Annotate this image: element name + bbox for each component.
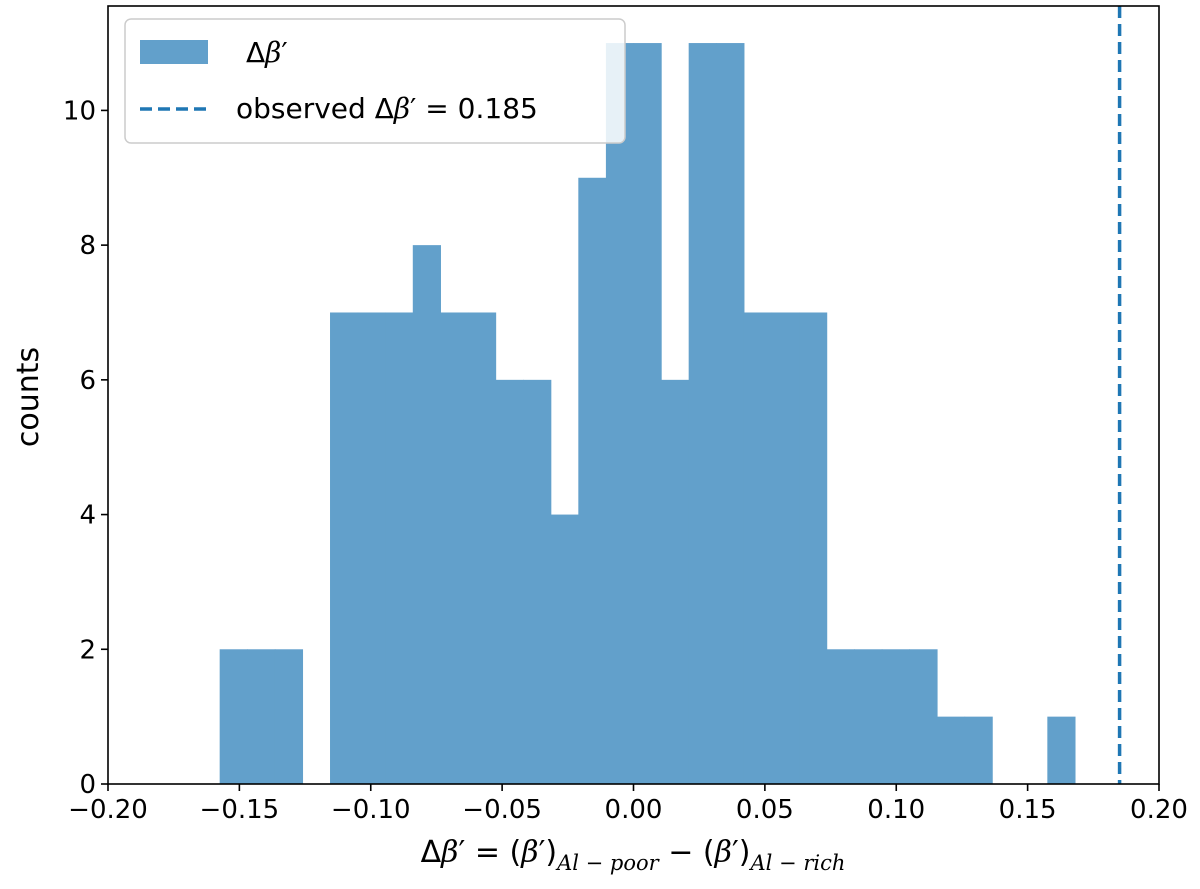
- histogram-bar: [219, 649, 248, 784]
- histogram-bar: [357, 312, 386, 784]
- x-tick-label: 0.10: [867, 795, 925, 825]
- histogram-bar: [799, 312, 828, 784]
- x-tick-label: 0.00: [605, 795, 663, 825]
- histogram-bar: [605, 43, 635, 785]
- x-tick-label: −0.05: [462, 795, 542, 825]
- x-tick-label: 0.15: [999, 795, 1057, 825]
- histogram-bar: [743, 312, 773, 784]
- x-axis-label: Δβ′ = (β′)Al − poor − (β′)Al − rich: [421, 835, 846, 875]
- histogram-bar: [854, 649, 883, 784]
- histogram-bar: [688, 43, 717, 785]
- histogram-bar: [633, 43, 662, 785]
- histogram-bar: [826, 649, 855, 784]
- y-tick-label: 8: [79, 231, 96, 261]
- histogram-bar: [440, 312, 469, 784]
- x-tick-label: 0.20: [1130, 795, 1188, 825]
- histogram-bar: [274, 649, 304, 784]
- y-axis-label: counts: [11, 347, 46, 447]
- histogram-bar: [661, 379, 690, 784]
- x-axis-ticks: −0.20 −0.15 −0.10 −0.05 0.00 0.05 0.10 0.15 0.20: [68, 784, 1188, 825]
- histogram-bar: [385, 312, 414, 784]
- histogram-bar: [936, 716, 966, 784]
- histogram-bar: [330, 312, 359, 784]
- histogram-bar: [578, 177, 607, 784]
- legend-patch-swatch: [140, 40, 208, 64]
- histogram-bar: [881, 649, 910, 784]
- histogram-bar: [467, 312, 497, 784]
- legend: Δβ′ observed Δβ′ = 0.185: [124, 18, 626, 144]
- histogram-bar: [523, 379, 552, 784]
- histogram-bar: [909, 649, 938, 784]
- y-tick-label: 0: [79, 770, 96, 800]
- histogram-bar: [550, 514, 579, 784]
- histogram-bar: [964, 716, 993, 784]
- y-tick-label: 10: [63, 96, 96, 126]
- legend-label-observed: observed Δβ′ = 0.185: [236, 92, 538, 125]
- histogram-bar: [247, 649, 276, 784]
- legend-box: [124, 18, 626, 144]
- y-tick-label: 6: [79, 366, 96, 396]
- y-tick-label: 4: [79, 501, 96, 531]
- histogram-bar: [495, 379, 524, 784]
- x-tick-label: −0.10: [331, 795, 411, 825]
- histogram-bar: [412, 245, 441, 784]
- histogram-bar: [1047, 716, 1076, 784]
- x-tick-label: −0.20: [68, 795, 148, 825]
- histogram-bar: [771, 312, 800, 784]
- legend-label-histogram: Δβ′: [246, 36, 288, 69]
- histogram-bar: [716, 43, 745, 785]
- x-tick-label: −0.15: [200, 795, 280, 825]
- histogram-bars: [219, 43, 1076, 785]
- y-axis-ticks: 0 2 4 6 8 10: [63, 96, 108, 800]
- y-tick-label: 2: [79, 635, 96, 665]
- x-tick-label: 0.05: [736, 795, 794, 825]
